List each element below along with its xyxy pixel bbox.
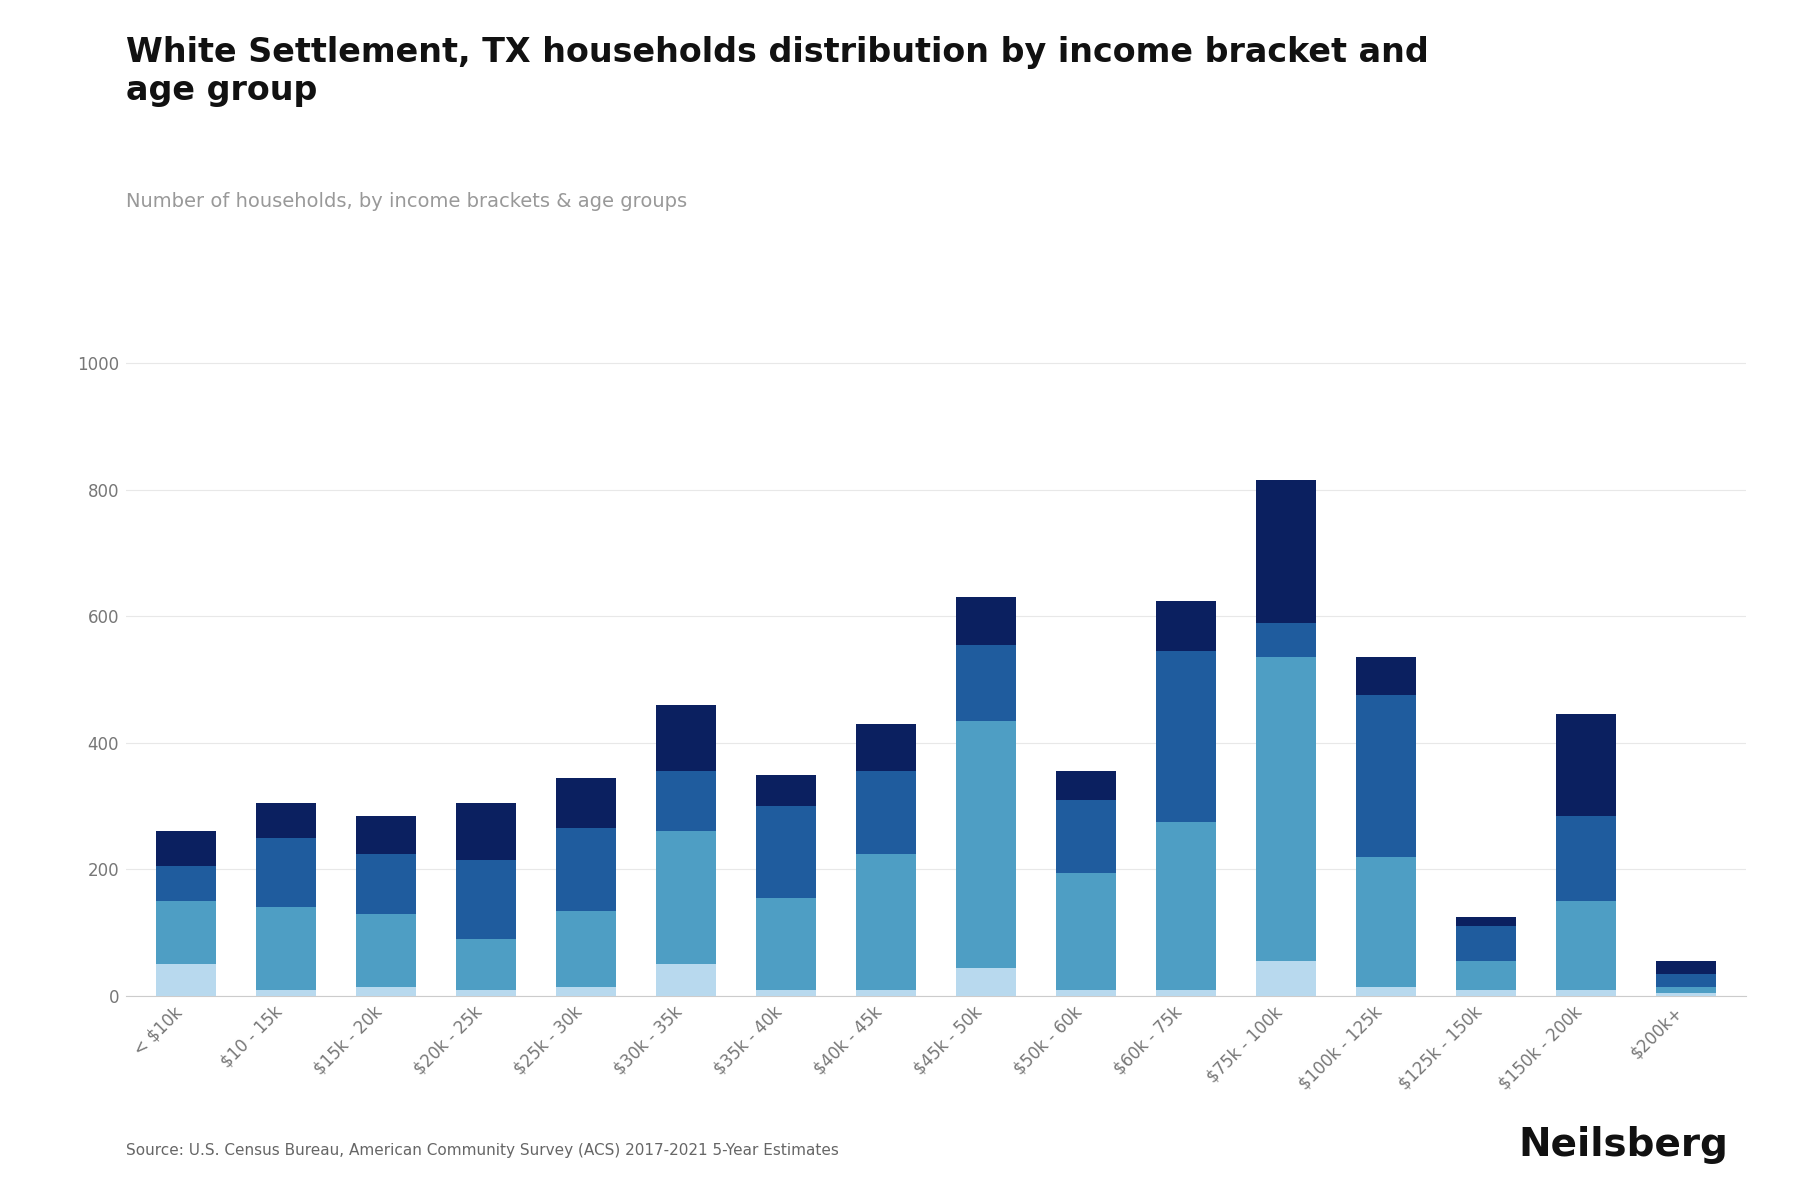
Bar — [756, 774, 815, 806]
Bar — [1355, 658, 1417, 696]
Bar — [1456, 990, 1516, 996]
Bar — [1555, 714, 1616, 816]
Bar — [1456, 926, 1516, 961]
Bar — [956, 721, 1015, 967]
Bar — [356, 986, 416, 996]
Bar — [1256, 961, 1316, 996]
Bar — [1057, 772, 1116, 800]
Bar — [356, 913, 416, 986]
Bar — [655, 965, 716, 996]
Bar — [256, 990, 317, 996]
Bar — [1156, 990, 1217, 996]
Bar — [157, 965, 216, 996]
Text: Source: U.S. Census Bureau, American Community Survey (ACS) 2017-2021 5-Year Est: Source: U.S. Census Bureau, American Com… — [126, 1142, 839, 1158]
Bar — [1656, 974, 1715, 986]
Bar — [756, 990, 815, 996]
Bar — [157, 866, 216, 901]
Bar — [756, 898, 815, 990]
Bar — [157, 832, 216, 866]
Text: Neilsberg: Neilsberg — [1517, 1126, 1728, 1164]
Bar — [157, 901, 216, 965]
Bar — [655, 704, 716, 772]
Bar — [1156, 600, 1217, 652]
Bar — [1256, 658, 1316, 961]
Bar — [956, 644, 1015, 721]
Bar — [857, 990, 916, 996]
Bar — [356, 816, 416, 853]
Bar — [1256, 623, 1316, 658]
Bar — [1057, 800, 1116, 872]
Bar — [556, 911, 616, 986]
Bar — [956, 598, 1015, 644]
Bar — [455, 940, 517, 990]
Bar — [857, 724, 916, 772]
Bar — [1656, 961, 1715, 974]
Bar — [1256, 480, 1316, 623]
Bar — [1156, 652, 1217, 822]
Bar — [1355, 986, 1417, 996]
Bar — [1057, 872, 1116, 990]
Bar — [556, 828, 616, 911]
Bar — [857, 772, 916, 853]
Bar — [1355, 696, 1417, 857]
Bar — [1656, 986, 1715, 992]
Bar — [655, 832, 716, 965]
Bar — [956, 967, 1015, 996]
Bar — [1555, 816, 1616, 901]
Bar — [256, 803, 317, 838]
Bar — [356, 853, 416, 913]
Bar — [857, 853, 916, 990]
Bar — [1057, 990, 1116, 996]
Bar — [256, 907, 317, 990]
Bar — [1156, 822, 1217, 990]
Text: Number of households, by income brackets & age groups: Number of households, by income brackets… — [126, 192, 688, 211]
Bar — [455, 803, 517, 860]
Bar — [1555, 901, 1616, 990]
Bar — [256, 838, 317, 907]
Bar — [1355, 857, 1417, 986]
Bar — [1456, 961, 1516, 990]
Bar — [1555, 990, 1616, 996]
Bar — [1656, 992, 1715, 996]
Bar — [455, 990, 517, 996]
Bar — [756, 806, 815, 898]
Bar — [1456, 917, 1516, 926]
Bar — [556, 778, 616, 828]
Bar — [655, 772, 716, 832]
Bar — [556, 986, 616, 996]
Text: White Settlement, TX households distribution by income bracket and
age group: White Settlement, TX households distribu… — [126, 36, 1429, 107]
Bar — [455, 860, 517, 940]
